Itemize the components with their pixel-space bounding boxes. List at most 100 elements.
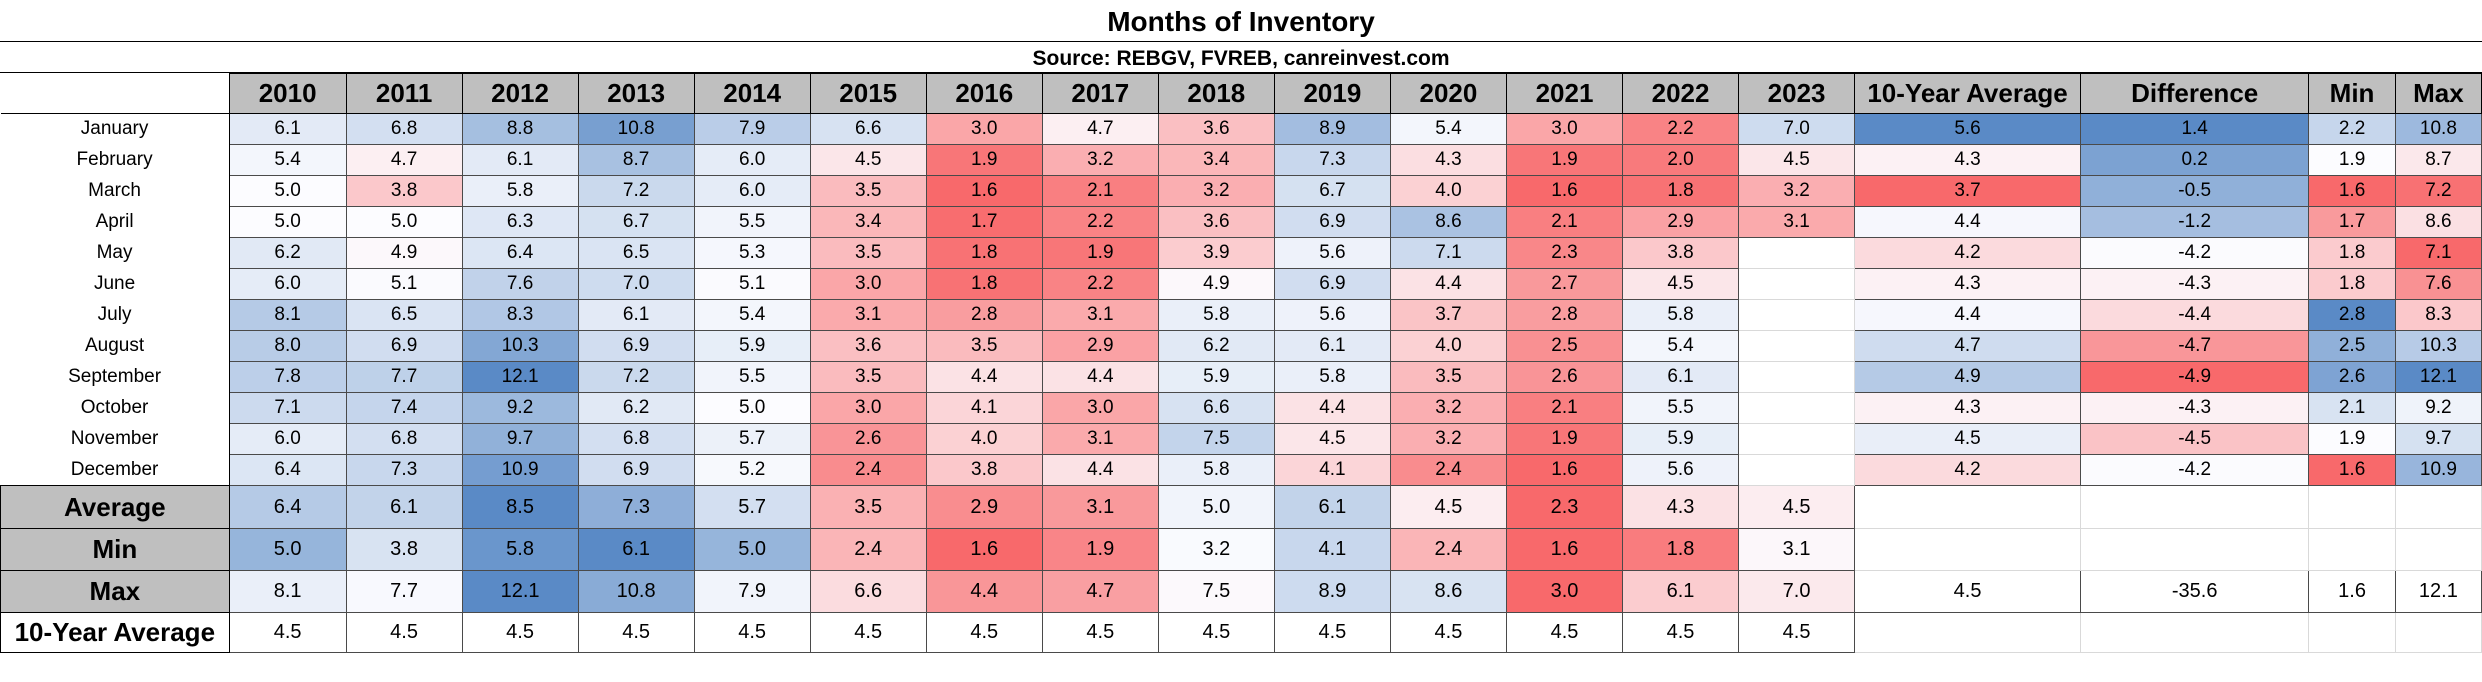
data-cell: 6.1 <box>228 113 347 145</box>
data-cell <box>1738 361 1856 393</box>
data-cell: 1.7 <box>925 206 1043 238</box>
row-label-january: January <box>0 113 230 145</box>
data-cell: 6.9 <box>345 330 463 362</box>
data-cell: 6.1 <box>577 299 695 331</box>
data-cell: 3.9 <box>1157 237 1275 269</box>
data-cell: 8.9 <box>1273 113 1391 145</box>
column-header-2015: 2015 <box>809 73 927 114</box>
data-cell: 8.6 <box>1389 206 1507 238</box>
data-cell: 1.8 <box>925 237 1043 269</box>
data-cell: 1.8 <box>2308 237 2396 269</box>
data-cell: 2.1 <box>1505 392 1624 424</box>
summary-cell: 4.5 <box>345 612 463 653</box>
table-row: July 8.1 6.5 8.3 6.1 5.4 3.1 2.8 3.1 5.8 5.6 3.7 2.8… <box>0 299 2482 331</box>
data-cell: 1.7 <box>2308 206 2396 238</box>
summary-cell: 6.6 <box>809 570 927 613</box>
data-cell: 7.8 <box>228 361 347 393</box>
data-cell: 6.9 <box>1273 268 1391 300</box>
data-cell: 3.2 <box>1041 144 1159 176</box>
data-cell: 10.8 <box>2394 113 2482 145</box>
summary-cell: 10.8 <box>577 570 695 613</box>
data-cell: 1.8 <box>925 268 1043 300</box>
data-cell: 5.4 <box>228 144 347 176</box>
table-title: Months of Inventory <box>0 0 2482 42</box>
row-label-june: June <box>0 268 230 300</box>
row-label-november: November <box>0 423 230 455</box>
data-cell: 4.5 <box>1273 423 1391 455</box>
table-row: December 6.4 7.3 10.9 6.9 5.2 2.4 3.8 4.4 5.8 4.1 2… <box>0 454 2482 486</box>
data-cell: 4.3 <box>1854 144 2081 176</box>
summary-cell <box>2394 528 2482 571</box>
summary-cell: 12.1 <box>2394 570 2482 613</box>
table-source: Source: REBGV, FVREB, canreinvest.com <box>0 42 2482 73</box>
data-cell: 5.6 <box>1854 113 2081 145</box>
summary-cell: 5.0 <box>228 528 347 571</box>
data-cell: 3.0 <box>925 113 1043 145</box>
data-cell: -4.2 <box>2079 237 2310 269</box>
data-cell: 3.0 <box>809 268 927 300</box>
data-cell: 4.9 <box>1157 268 1275 300</box>
data-cell: 3.2 <box>1389 392 1507 424</box>
data-cell: 1.6 <box>925 175 1043 207</box>
data-cell: 3.5 <box>1389 361 1507 393</box>
data-cell: 5.7 <box>693 423 811 455</box>
data-cell <box>1738 237 1856 269</box>
data-cell: 3.5 <box>809 237 927 269</box>
summary-cell: 4.5 <box>228 612 347 653</box>
data-cell: 4.9 <box>1854 361 2081 393</box>
data-cell: 3.2 <box>1389 423 1507 455</box>
data-cell: 6.8 <box>345 113 463 145</box>
data-cell: 1.9 <box>2308 144 2396 176</box>
data-cell: 0.2 <box>2079 144 2310 176</box>
data-cell: 7.3 <box>1273 144 1391 176</box>
data-cell: 3.1 <box>1738 206 1856 238</box>
data-cell: 2.2 <box>1622 113 1740 145</box>
summary-cell <box>2079 612 2310 653</box>
data-cell: 7.2 <box>577 361 695 393</box>
data-cell: 1.8 <box>1622 175 1740 207</box>
data-cell: 2.9 <box>1622 206 1740 238</box>
table-row: March 5.0 3.8 5.8 7.2 6.0 3.5 1.6 2.1 3.2 6.7 4.0 1.… <box>0 175 2482 207</box>
summary-cell: 6.1 <box>345 485 463 529</box>
data-cell: 3.7 <box>1389 299 1507 331</box>
summary-cell: 4.1 <box>1273 528 1391 571</box>
summary-cell <box>1854 485 2081 529</box>
data-cell: 6.7 <box>577 206 695 238</box>
data-cell: -4.3 <box>2079 268 2310 300</box>
data-cell: 5.8 <box>1157 454 1275 486</box>
summary-cell: 8.6 <box>1389 570 1507 613</box>
summary-cell: 4.5 <box>1389 612 1507 653</box>
data-cell: 9.7 <box>2394 423 2482 455</box>
data-cell: 3.1 <box>1041 423 1159 455</box>
data-cell: 3.2 <box>1157 175 1275 207</box>
data-cell: 3.0 <box>809 392 927 424</box>
data-cell: 6.5 <box>345 299 463 331</box>
data-cell: 3.0 <box>1505 113 1624 145</box>
summary-cell: -35.6 <box>2079 570 2310 613</box>
data-cell: 4.5 <box>1738 144 1856 176</box>
data-cell: 5.5 <box>693 206 811 238</box>
column-header-2014: 2014 <box>693 73 811 114</box>
data-cell: 1.4 <box>2079 113 2310 145</box>
data-cell: 4.4 <box>1041 361 1159 393</box>
summary-row: Max 8.1 7.7 12.1 10.8 7.9 6.6 4.4 4.7 7.5 8.9 8.6 3.… <box>0 570 2482 613</box>
summary-cell: 1.6 <box>2308 570 2396 613</box>
data-cell: 5.0 <box>345 206 463 238</box>
data-cell: -4.7 <box>2079 330 2310 362</box>
data-cell: 7.2 <box>2394 175 2482 207</box>
data-cell: 3.8 <box>345 175 463 207</box>
data-cell: 5.8 <box>461 175 579 207</box>
data-cell: 4.1 <box>1273 454 1391 486</box>
data-cell: -0.5 <box>2079 175 2310 207</box>
column-header-2018: 2018 <box>1157 73 1275 114</box>
summary-cell <box>1854 528 2081 571</box>
summary-cell: 2.4 <box>1389 528 1507 571</box>
data-cell: 6.1 <box>461 144 579 176</box>
data-cell: 10.3 <box>2394 330 2482 362</box>
summary-label-average: Average <box>0 485 230 529</box>
column-header-2016: 2016 <box>925 73 1043 114</box>
data-cell: 7.6 <box>461 268 579 300</box>
summary-cell: 4.5 <box>1738 612 1856 653</box>
summary-cell <box>2394 485 2482 529</box>
summary-cell: 8.9 <box>1273 570 1391 613</box>
